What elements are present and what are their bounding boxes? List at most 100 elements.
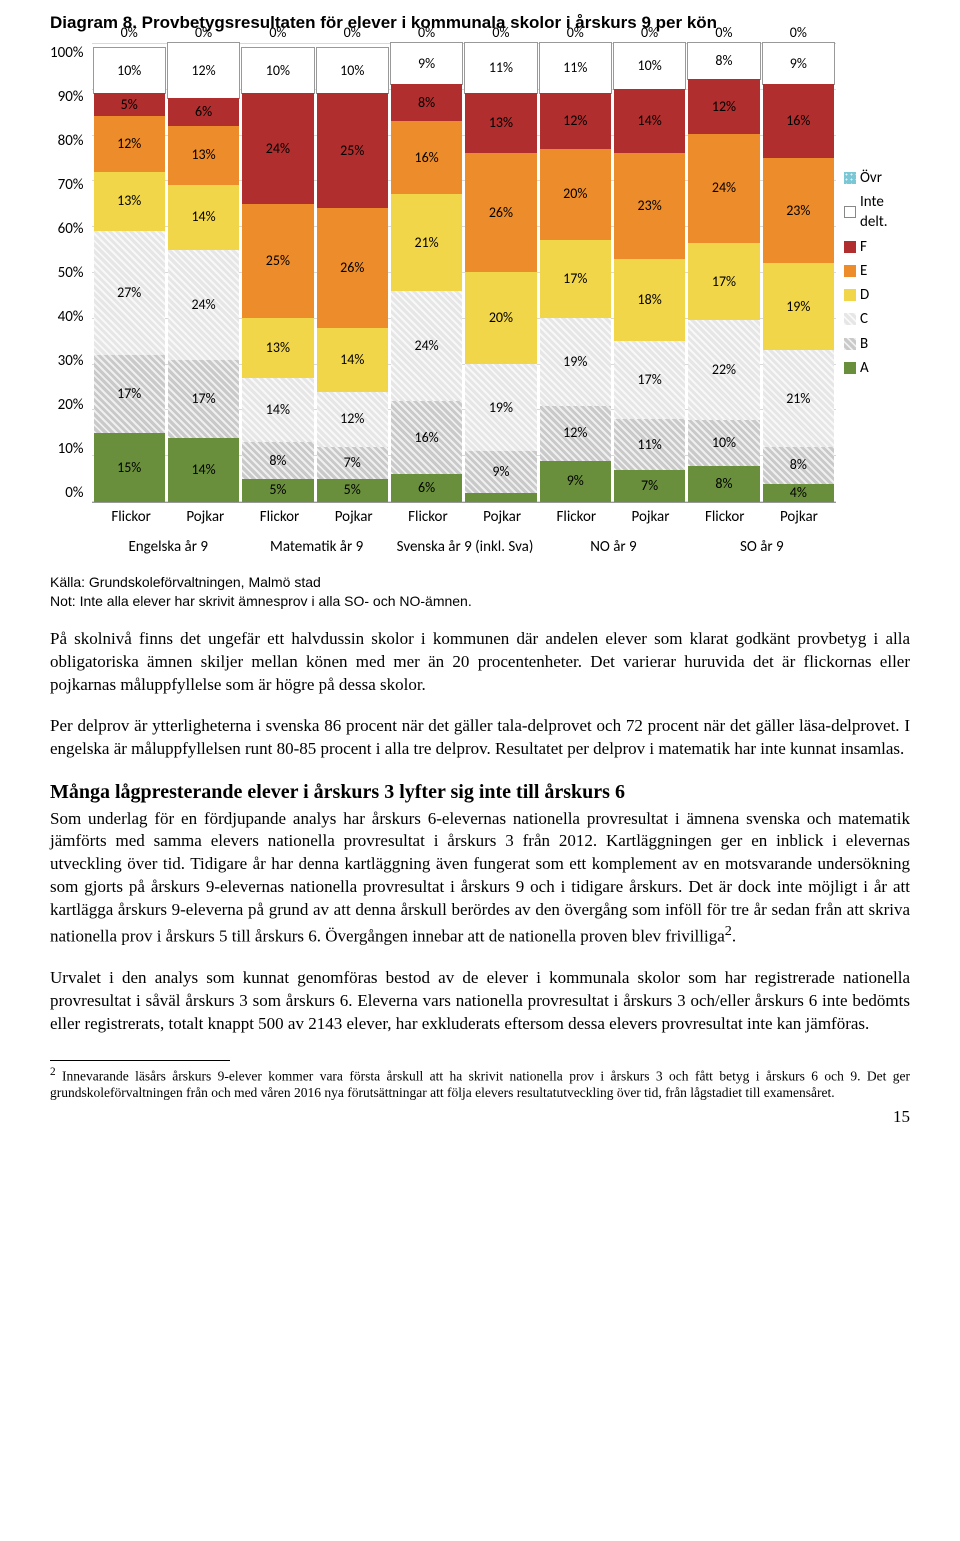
bar-segment: 12% [94,116,165,171]
source-line-2: Not: Inte alla elever har skrivit ämnesp… [50,592,910,610]
bar-segment: 16% [391,121,462,194]
stacked-bar: 9%12%19%17%20%12%11%0% [540,43,611,502]
paragraph-1: På skolnivå finns det ungefär ett halvdu… [50,628,910,697]
bar-segment: 6% [168,98,239,126]
bar-segment: 10% [688,420,759,465]
bar-top-label: 0% [317,24,388,43]
bar-label: Flickor [242,507,316,527]
bar-segment: 13% [242,318,313,378]
footnote-text: Innevarande läsårs årskurs 9-elever komm… [50,1068,910,1100]
bar-segment: 26% [465,153,536,272]
bar-segment: 9% [763,43,834,84]
section-heading: Många lågpresterande elever i årskurs 3 … [50,779,910,806]
bar-segment: 7% [317,447,388,479]
bar-segment: 23% [763,158,834,264]
y-tick: 40% [58,307,84,327]
legend-label: Inte delt. [860,192,910,233]
legend-item: Övr [844,168,910,188]
bar-segment: 10% [242,48,313,94]
bar-segment: 11% [540,43,611,93]
legend-swatch [844,172,856,184]
bar-label: Pojkar [613,507,687,527]
bar-segment: 20% [540,149,611,241]
bar-segment: 16% [391,401,462,474]
legend-swatch [844,362,856,374]
bar-label: Pojkar [762,507,836,527]
bar-segment: 11% [465,43,536,93]
bar-segment: 5% [94,93,165,116]
bar-segment: 17% [614,341,685,419]
source-line-1: Källa: Grundskoleförvaltningen, Malmö st… [50,573,910,591]
legend-label: F [860,237,867,257]
bar-segment: 14% [168,438,239,502]
bar-label: Pojkar [317,507,391,527]
y-tick: 60% [58,219,84,239]
y-tick: 10% [58,439,84,459]
legend-label: A [860,358,869,378]
bar-segment: 25% [317,93,388,208]
paragraph-3-tail: . [732,927,736,946]
bar-segment: 27% [94,231,165,355]
paragraph-3: Som underlag för en fördjupande analys h… [50,808,910,949]
bar-segment: 13% [168,126,239,186]
legend: ÖvrInte delt.FEDCBA [840,43,910,503]
bar-segment: 8% [763,447,834,484]
bar-label: Pojkar [168,507,242,527]
subject-group: 8%10%22%17%24%12%8%0%4%8%21%19%23%16%9%0… [688,43,834,502]
plot-area: 15%17%27%13%12%5%10%0%14%17%24%14%13%6%1… [92,43,836,503]
subject-label: SO år 9 [688,537,836,557]
legend-swatch [844,206,856,218]
legend-item: D [844,285,910,305]
bar-segment: 24% [242,93,313,203]
y-tick: 0% [65,483,83,503]
bar-segment: 12% [540,93,611,148]
legend-swatch [844,313,856,325]
bar-segment: 10% [614,43,685,89]
stacked-bar: 5%8%14%13%25%24%10%0% [242,43,313,502]
bar-segment: 15% [94,433,165,502]
bar-segment: 13% [94,172,165,232]
subject-label: Matematik år 9 [242,537,390,557]
legend-item: Inte delt. [844,192,910,233]
x-axis-subject-labels: Engelska år 9Matematik år 9Svenska år 9 … [50,537,910,557]
bar-segment: 14% [242,378,313,442]
bar-segment: 23% [614,153,685,259]
bar-segment: 22% [688,320,759,420]
legend-label: C [860,309,868,329]
bar-segment: 14% [317,328,388,392]
y-axis: 100%90%80%70%60%50%40%30%20%10%0% [50,43,88,503]
legend-item: A [844,358,910,378]
bar-segment: 5% [242,479,313,502]
bar-top-label: 0% [465,24,536,43]
legend-item: F [844,237,910,257]
bar-segment: 19% [540,318,611,405]
legend-swatch [844,241,856,253]
bar-top-label: 0% [391,24,462,43]
subject-label: NO år 9 [539,537,687,557]
bar-segment: 6% [391,474,462,502]
bar-segment: 5% [317,479,388,502]
chart: 100%90%80%70%60%50%40%30%20%10%0% 15%17%… [50,43,910,503]
legend-label: D [860,285,869,305]
legend-swatch [844,289,856,301]
bar-segment: 21% [391,194,462,290]
bar-segment: 9% [391,43,462,84]
y-tick: 80% [58,131,84,151]
bar-segment: 12% [540,406,611,461]
bar-top-label: 0% [688,24,759,43]
bar-top-label: 0% [94,24,165,43]
bar-segment: 24% [391,291,462,401]
stacked-bar: 15%17%27%13%12%5%10%0% [94,43,165,502]
bar-segment: 12% [688,79,759,134]
bar-segment: 10% [94,48,165,94]
footnote-rule [50,1060,230,1061]
paragraph-2: Per delprov är ytterligheterna i svenska… [50,715,910,761]
bar-label: Flickor [539,507,613,527]
bar-segment: 17% [688,243,759,320]
y-tick: 100% [50,43,84,63]
legend-label: Övr [860,168,882,188]
bar-segment: 20% [465,272,536,364]
bar-label: Pojkar [465,507,539,527]
bar-segment: 17% [94,355,165,433]
stacked-bar: 4%8%21%19%23%16%9%0% [763,43,834,502]
